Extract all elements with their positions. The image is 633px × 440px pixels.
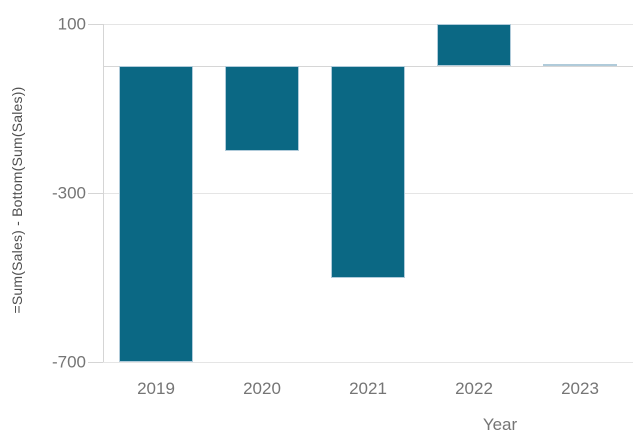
y-tick-label: -300: [51, 183, 86, 203]
bar-2020[interactable]: [225, 66, 299, 151]
y-gridline: [103, 23, 633, 25]
y-tick-label: -700: [51, 352, 86, 372]
bar-2023[interactable]: [543, 63, 617, 66]
y-tick-label: 100: [57, 14, 86, 34]
bar-2019[interactable]: [119, 66, 193, 363]
y-axis-line: [103, 23, 104, 363]
x-tick-label-2022: 2022: [455, 379, 493, 398]
x-tick-label-2023: 2023: [561, 379, 599, 398]
x-axis-title: Year: [482, 415, 518, 434]
bar-2022[interactable]: [437, 23, 511, 66]
y-axis-tick: [88, 362, 103, 364]
x-tick-label-2019: 2019: [137, 379, 175, 398]
y-axis-tick: [88, 192, 103, 194]
bar-2021[interactable]: [331, 66, 405, 278]
x-tick-label-2021: 2021: [349, 379, 387, 398]
x-tick-label-2020: 2020: [243, 379, 281, 398]
y-gridline: [103, 362, 633, 364]
y-axis-tick: [88, 23, 103, 25]
